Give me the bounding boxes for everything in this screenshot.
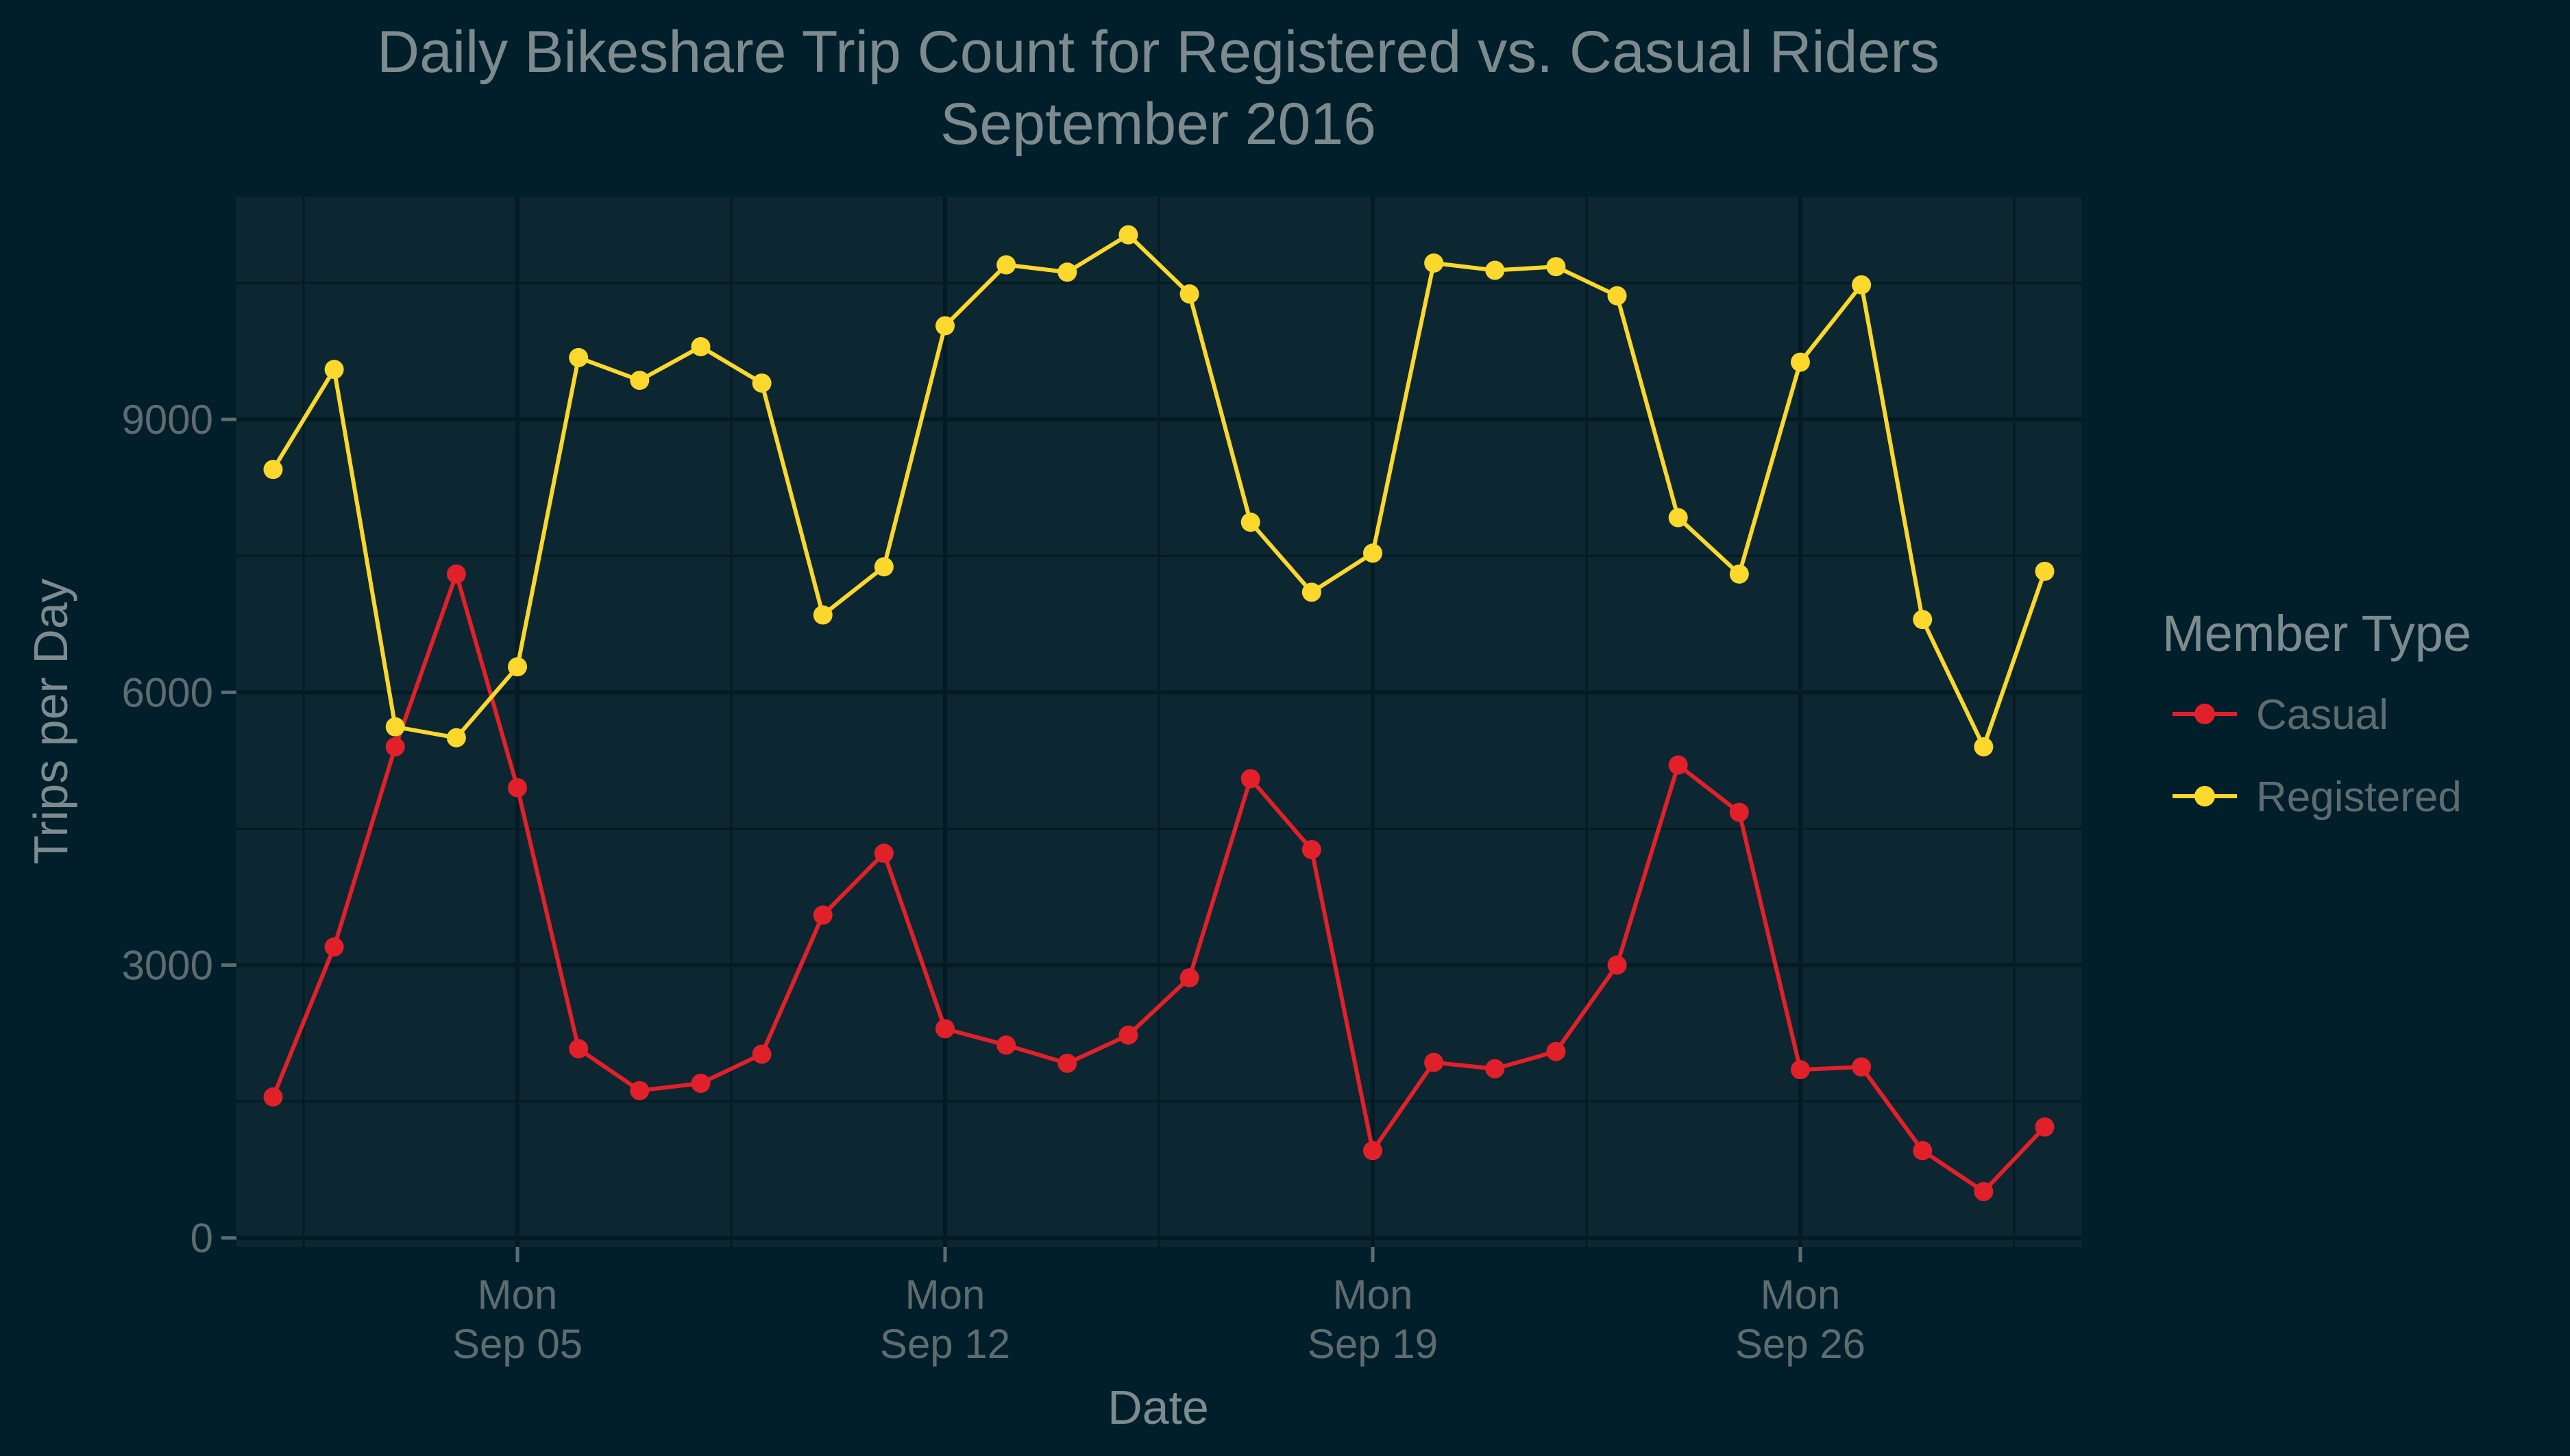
legend-marker-registered <box>2194 786 2215 806</box>
data-point-registered <box>935 316 955 336</box>
data-point-registered <box>385 717 405 737</box>
data-point-casual <box>1179 968 1199 988</box>
series-line-registered <box>271 232 2047 749</box>
grid <box>236 197 2081 1247</box>
data-point-registered <box>691 337 711 356</box>
data-point-registered <box>1607 286 1627 306</box>
data-point-registered <box>2035 561 2055 581</box>
data-point-registered <box>813 605 833 625</box>
data-point-casual <box>446 564 466 584</box>
data-point-registered <box>1546 257 1566 277</box>
data-point-registered <box>1179 284 1199 304</box>
data-point-registered <box>1852 275 1872 295</box>
data-point-casual <box>1546 1041 1566 1061</box>
data-point-registered <box>1913 610 1933 630</box>
y-tick-label: 9000 <box>122 397 213 443</box>
data-point-casual <box>1301 839 1321 859</box>
data-point-registered <box>263 460 283 480</box>
data-point-casual <box>2035 1117 2055 1137</box>
chart-subtitle: September 2016 <box>940 91 1376 157</box>
legend-label-registered: Registered <box>2256 774 2462 821</box>
data-point-registered <box>1668 508 1688 528</box>
data-point-casual <box>263 1087 283 1107</box>
x-tick-label-weekday: Mon <box>478 1272 558 1318</box>
data-point-registered <box>508 657 528 677</box>
data-point-registered <box>446 728 466 748</box>
data-point-registered <box>630 371 650 391</box>
legend-title: Member Type <box>2162 605 2471 662</box>
series-group <box>263 225 2055 1202</box>
data-point-casual <box>630 1081 650 1100</box>
data-point-casual <box>385 737 405 756</box>
data-point-casual <box>569 1039 589 1059</box>
series-line-casual <box>271 571 2046 1194</box>
data-point-casual <box>1913 1141 1933 1161</box>
data-point-registered <box>324 360 344 380</box>
data-point-casual <box>1118 1025 1138 1045</box>
data-point-registered <box>1485 260 1505 280</box>
x-tick-label-weekday: Mon <box>1761 1272 1841 1318</box>
data-point-casual <box>324 937 344 957</box>
data-point-casual <box>935 1019 955 1039</box>
data-point-registered <box>996 255 1016 275</box>
data-point-casual <box>1852 1057 1872 1077</box>
data-point-registered <box>1118 225 1138 245</box>
y-axis-title: Trips per Day <box>24 578 77 865</box>
data-point-registered <box>1301 582 1321 602</box>
data-point-casual <box>1729 802 1749 822</box>
data-point-casual <box>691 1074 711 1094</box>
data-point-registered <box>569 347 589 367</box>
x-tick-label-weekday: Mon <box>1333 1272 1413 1318</box>
legend-label-casual: Casual <box>2256 691 2388 739</box>
data-point-casual <box>1240 769 1260 789</box>
data-point-casual <box>1668 755 1688 775</box>
data-point-casual <box>1607 955 1627 975</box>
x-tick-label-date: Sep 19 <box>1308 1321 1438 1367</box>
data-point-registered <box>1240 513 1260 532</box>
x-tick-label-weekday: Mon <box>905 1272 986 1318</box>
legend: Member Type Casual Registered <box>2162 605 2471 821</box>
chart-title: Daily Bikeshare Trip Count for Registere… <box>377 19 1939 85</box>
data-point-registered <box>1974 737 1994 756</box>
data-point-registered <box>1790 352 1810 372</box>
x-tick-label-date: Sep 12 <box>880 1321 1010 1367</box>
x-tick-label-date: Sep 26 <box>1735 1321 1865 1367</box>
data-point-registered <box>752 373 772 393</box>
data-point-casual <box>1424 1052 1444 1072</box>
data-point-registered <box>1362 543 1382 563</box>
data-point-casual <box>1057 1053 1077 1073</box>
y-tick-label: 6000 <box>122 669 213 715</box>
data-point-registered <box>1057 262 1077 282</box>
y-tick-label: 3000 <box>122 943 213 989</box>
x-axis-title: Date <box>1107 1381 1209 1434</box>
x-tick-label-date: Sep 05 <box>452 1321 583 1367</box>
data-point-casual <box>752 1044 772 1064</box>
legend-marker-casual <box>2194 704 2215 724</box>
y-tick-label: 0 <box>191 1216 213 1261</box>
data-point-casual <box>996 1035 1016 1055</box>
data-point-casual <box>1362 1141 1382 1161</box>
data-point-casual <box>1485 1059 1505 1078</box>
data-point-registered <box>1729 564 1749 584</box>
data-point-casual <box>874 843 894 863</box>
data-point-casual <box>813 905 833 925</box>
data-point-casual <box>1790 1060 1810 1080</box>
data-point-registered <box>874 557 894 577</box>
data-point-registered <box>1424 253 1444 273</box>
data-point-casual <box>1974 1182 1994 1202</box>
data-point-casual <box>508 778 528 798</box>
